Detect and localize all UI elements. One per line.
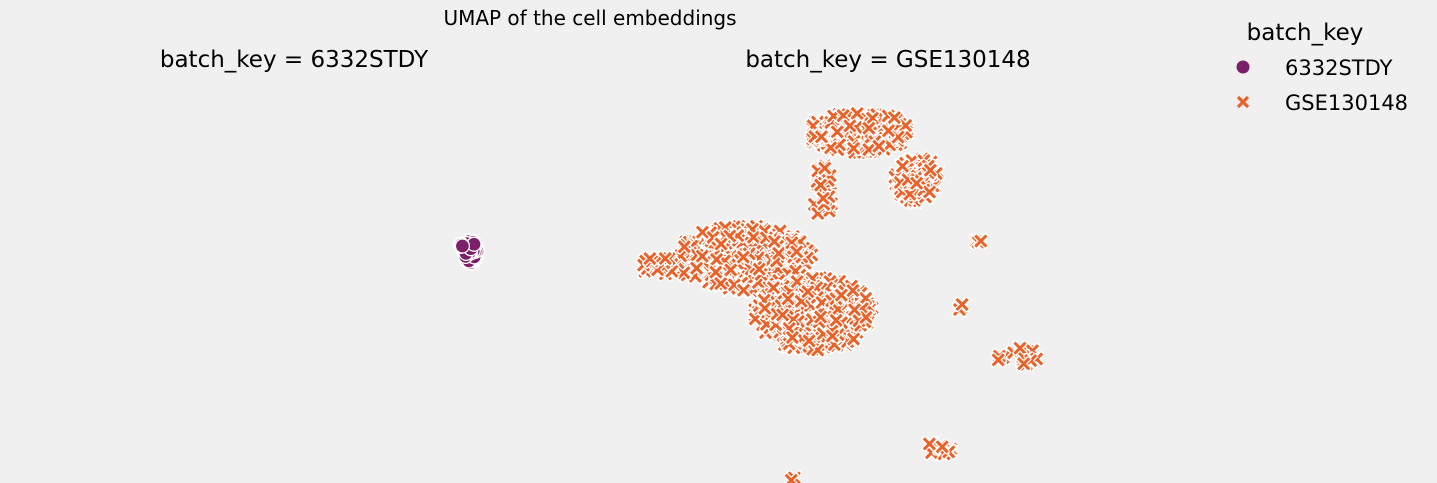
scatter-point bbox=[881, 124, 896, 138]
scatter-point bbox=[736, 250, 750, 264]
scatter-point bbox=[813, 178, 828, 192]
scatter-point bbox=[846, 283, 860, 298]
scatter-point bbox=[903, 187, 917, 201]
scatter-point bbox=[899, 118, 913, 133]
scatter-point bbox=[814, 130, 829, 144]
scatter-point bbox=[846, 332, 861, 346]
scatter-point bbox=[955, 297, 969, 312]
scatter-point bbox=[658, 251, 672, 266]
scatter-point bbox=[758, 301, 772, 315]
figure-suptitle: UMAP of the cell embeddings bbox=[443, 6, 736, 30]
legend-marker-circle-icon bbox=[1236, 60, 1250, 74]
scatter-point bbox=[935, 440, 949, 454]
scatter-point bbox=[818, 161, 832, 175]
scatter-point bbox=[714, 276, 728, 291]
legend: batch_key 6332STDY GSE130148 bbox=[1236, 20, 1408, 115]
scatter-point bbox=[843, 119, 857, 133]
scatter-point bbox=[830, 125, 844, 139]
panel-title-6332STDY: batch_key = 6332STDY bbox=[160, 47, 429, 73]
scatter-point bbox=[991, 353, 1005, 367]
scatter-point bbox=[766, 281, 781, 295]
scatter-point bbox=[454, 238, 471, 254]
scatter-point bbox=[776, 308, 790, 322]
scatter-point bbox=[709, 265, 723, 279]
scatter-point bbox=[689, 261, 704, 275]
scatter-point bbox=[714, 237, 728, 251]
scatter-point bbox=[643, 251, 657, 266]
scatter-point bbox=[784, 473, 798, 483]
scatter-point bbox=[847, 303, 862, 317]
scatter-point bbox=[724, 263, 738, 277]
scatter-point bbox=[677, 266, 691, 280]
scatter-point bbox=[825, 329, 839, 343]
scatter-point bbox=[709, 252, 724, 267]
scatter-point bbox=[802, 334, 816, 348]
scatter-point bbox=[829, 313, 843, 327]
scatter-point bbox=[695, 249, 709, 263]
scatter-point bbox=[816, 191, 830, 205]
scatter-point bbox=[748, 312, 762, 326]
scatter-point bbox=[781, 292, 795, 306]
scatter-panel-6332STDY bbox=[452, 233, 485, 271]
legend-label-6332STDY: 6332STDY bbox=[1285, 56, 1393, 80]
scatter-point bbox=[695, 225, 710, 239]
scatter-point bbox=[752, 262, 766, 276]
scatter-point bbox=[859, 310, 873, 324]
scatter-point bbox=[834, 288, 848, 302]
scatter-point bbox=[790, 245, 804, 259]
scatter-point bbox=[974, 234, 988, 248]
legend-marker-x-icon bbox=[1236, 95, 1250, 109]
scatter-point bbox=[872, 139, 886, 153]
scatter-point bbox=[824, 141, 838, 155]
scatter-point bbox=[922, 437, 937, 451]
scatter-point bbox=[813, 310, 828, 324]
scatter-point bbox=[846, 141, 861, 155]
scatter-point bbox=[1013, 341, 1027, 355]
legend-title: batch_key bbox=[1247, 20, 1364, 46]
scatter-point bbox=[850, 106, 864, 121]
scatter-point bbox=[1017, 357, 1031, 371]
scatter-point bbox=[785, 236, 799, 250]
scatter-point bbox=[677, 240, 691, 254]
scatter-point bbox=[887, 111, 901, 125]
scatter-point bbox=[772, 246, 786, 260]
panel-title-GSE130148: batch_key = GSE130148 bbox=[745, 47, 1030, 73]
scatter-point bbox=[922, 185, 937, 199]
scatter-point bbox=[785, 330, 800, 345]
scatter-point bbox=[801, 285, 815, 299]
scatter-point bbox=[910, 176, 924, 190]
scatter-point bbox=[923, 163, 937, 177]
scatter-point bbox=[736, 283, 751, 297]
legend-label-GSE130148: GSE130148 bbox=[1285, 91, 1408, 115]
scatter-point bbox=[767, 234, 781, 249]
scatter-point bbox=[895, 159, 910, 173]
scatter-point bbox=[862, 121, 876, 135]
scatter-panel-GSE130148 bbox=[635, 105, 1045, 483]
scatter-point bbox=[790, 275, 804, 289]
scatter-point bbox=[746, 230, 761, 244]
